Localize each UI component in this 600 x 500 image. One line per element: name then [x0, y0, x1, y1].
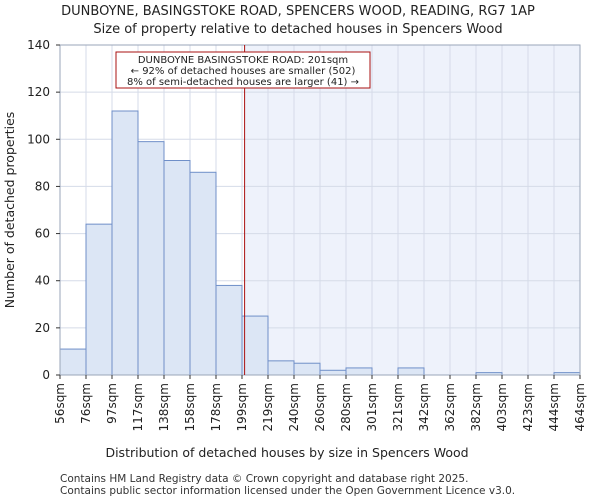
- bar-321sqm: [397, 367, 425, 376]
- y-tick-labels: 0 20 40 60 80 100 120 140: [27, 38, 60, 382]
- bar-178sqm: [215, 284, 243, 376]
- x-tick-label: 321sqm: [391, 383, 405, 431]
- x-axis-label: Distribution of detached houses by size …: [105, 445, 468, 460]
- annotation-line2: ← 92% of detached houses are smaller (50…: [131, 66, 356, 77]
- y-tick-label: 120: [27, 85, 50, 99]
- x-tick-label: 382sqm: [469, 383, 483, 431]
- x-tick-label: 158sqm: [183, 383, 197, 431]
- bar-117sqm: [137, 141, 165, 376]
- x-tick-label: 464sqm: [573, 383, 587, 431]
- x-tick-label: 342sqm: [417, 383, 431, 431]
- bar-56sqm: [59, 348, 87, 376]
- chart-title-line1: DUNBOYNE, BASINGSTOKE ROAD, SPENCERS WOO…: [61, 4, 535, 19]
- y-tick-label: 20: [35, 321, 50, 335]
- y-tick-label: 80: [35, 179, 50, 193]
- x-tick-label: 444sqm: [547, 383, 561, 431]
- y-tick-label: 60: [35, 227, 50, 241]
- x-tick-label: 423sqm: [521, 383, 535, 431]
- bar-240sqm: [293, 362, 321, 376]
- bar-260sqm: [319, 369, 347, 376]
- chart-title-line2: Size of property relative to detached ho…: [93, 22, 502, 37]
- bar-158sqm: [189, 171, 217, 376]
- footer-line1: Contains HM Land Registry data © Crown c…: [60, 473, 468, 485]
- x-tick-label: 76sqm: [79, 383, 93, 424]
- footer-line2: Contains public sector information licen…: [60, 485, 515, 497]
- x-tick-label: 178sqm: [209, 383, 223, 431]
- y-tick-label: 0: [42, 368, 50, 382]
- x-tick-label: 138sqm: [157, 383, 171, 431]
- x-tick-label: 301sqm: [365, 383, 379, 431]
- x-tick-label: 403sqm: [495, 383, 509, 431]
- annotation-line3: 8% of semi-detached houses are larger (4…: [127, 77, 359, 88]
- bar-280sqm: [345, 367, 373, 376]
- bar-97sqm: [111, 110, 139, 376]
- y-tick-label: 140: [27, 38, 50, 52]
- y-tick-label: 100: [27, 132, 50, 146]
- x-tick-label: 56sqm: [53, 383, 67, 424]
- x-tick-labels: 56sqm 76sqm 97sqm 117sqm 138sqm 158sqm 178sqm 1…: [53, 375, 587, 431]
- x-tick-label: 117sqm: [131, 383, 145, 431]
- x-tick-label: 362sqm: [443, 383, 457, 431]
- x-tick-label: 280sqm: [339, 383, 353, 431]
- annotation-box: [115, 51, 371, 89]
- x-tick-label: 199sqm: [235, 383, 249, 431]
- bar-76sqm: [85, 223, 113, 376]
- highlight-region: [244, 45, 580, 375]
- x-tick-label: 260sqm: [313, 383, 327, 431]
- y-tick-label: 40: [35, 274, 50, 288]
- x-tick-label: 97sqm: [105, 383, 119, 424]
- x-tick-label: 219sqm: [261, 383, 275, 431]
- x-tick-label: 240sqm: [287, 383, 301, 431]
- bar-199sqm: [241, 315, 269, 376]
- bar-138sqm: [163, 160, 191, 376]
- y-axis-label: Number of detached properties: [2, 112, 17, 309]
- bar-219sqm: [267, 360, 295, 376]
- bars: [59, 110, 581, 376]
- annotation-line1: DUNBOYNE BASINGSTOKE ROAD: 201sqm: [138, 55, 348, 66]
